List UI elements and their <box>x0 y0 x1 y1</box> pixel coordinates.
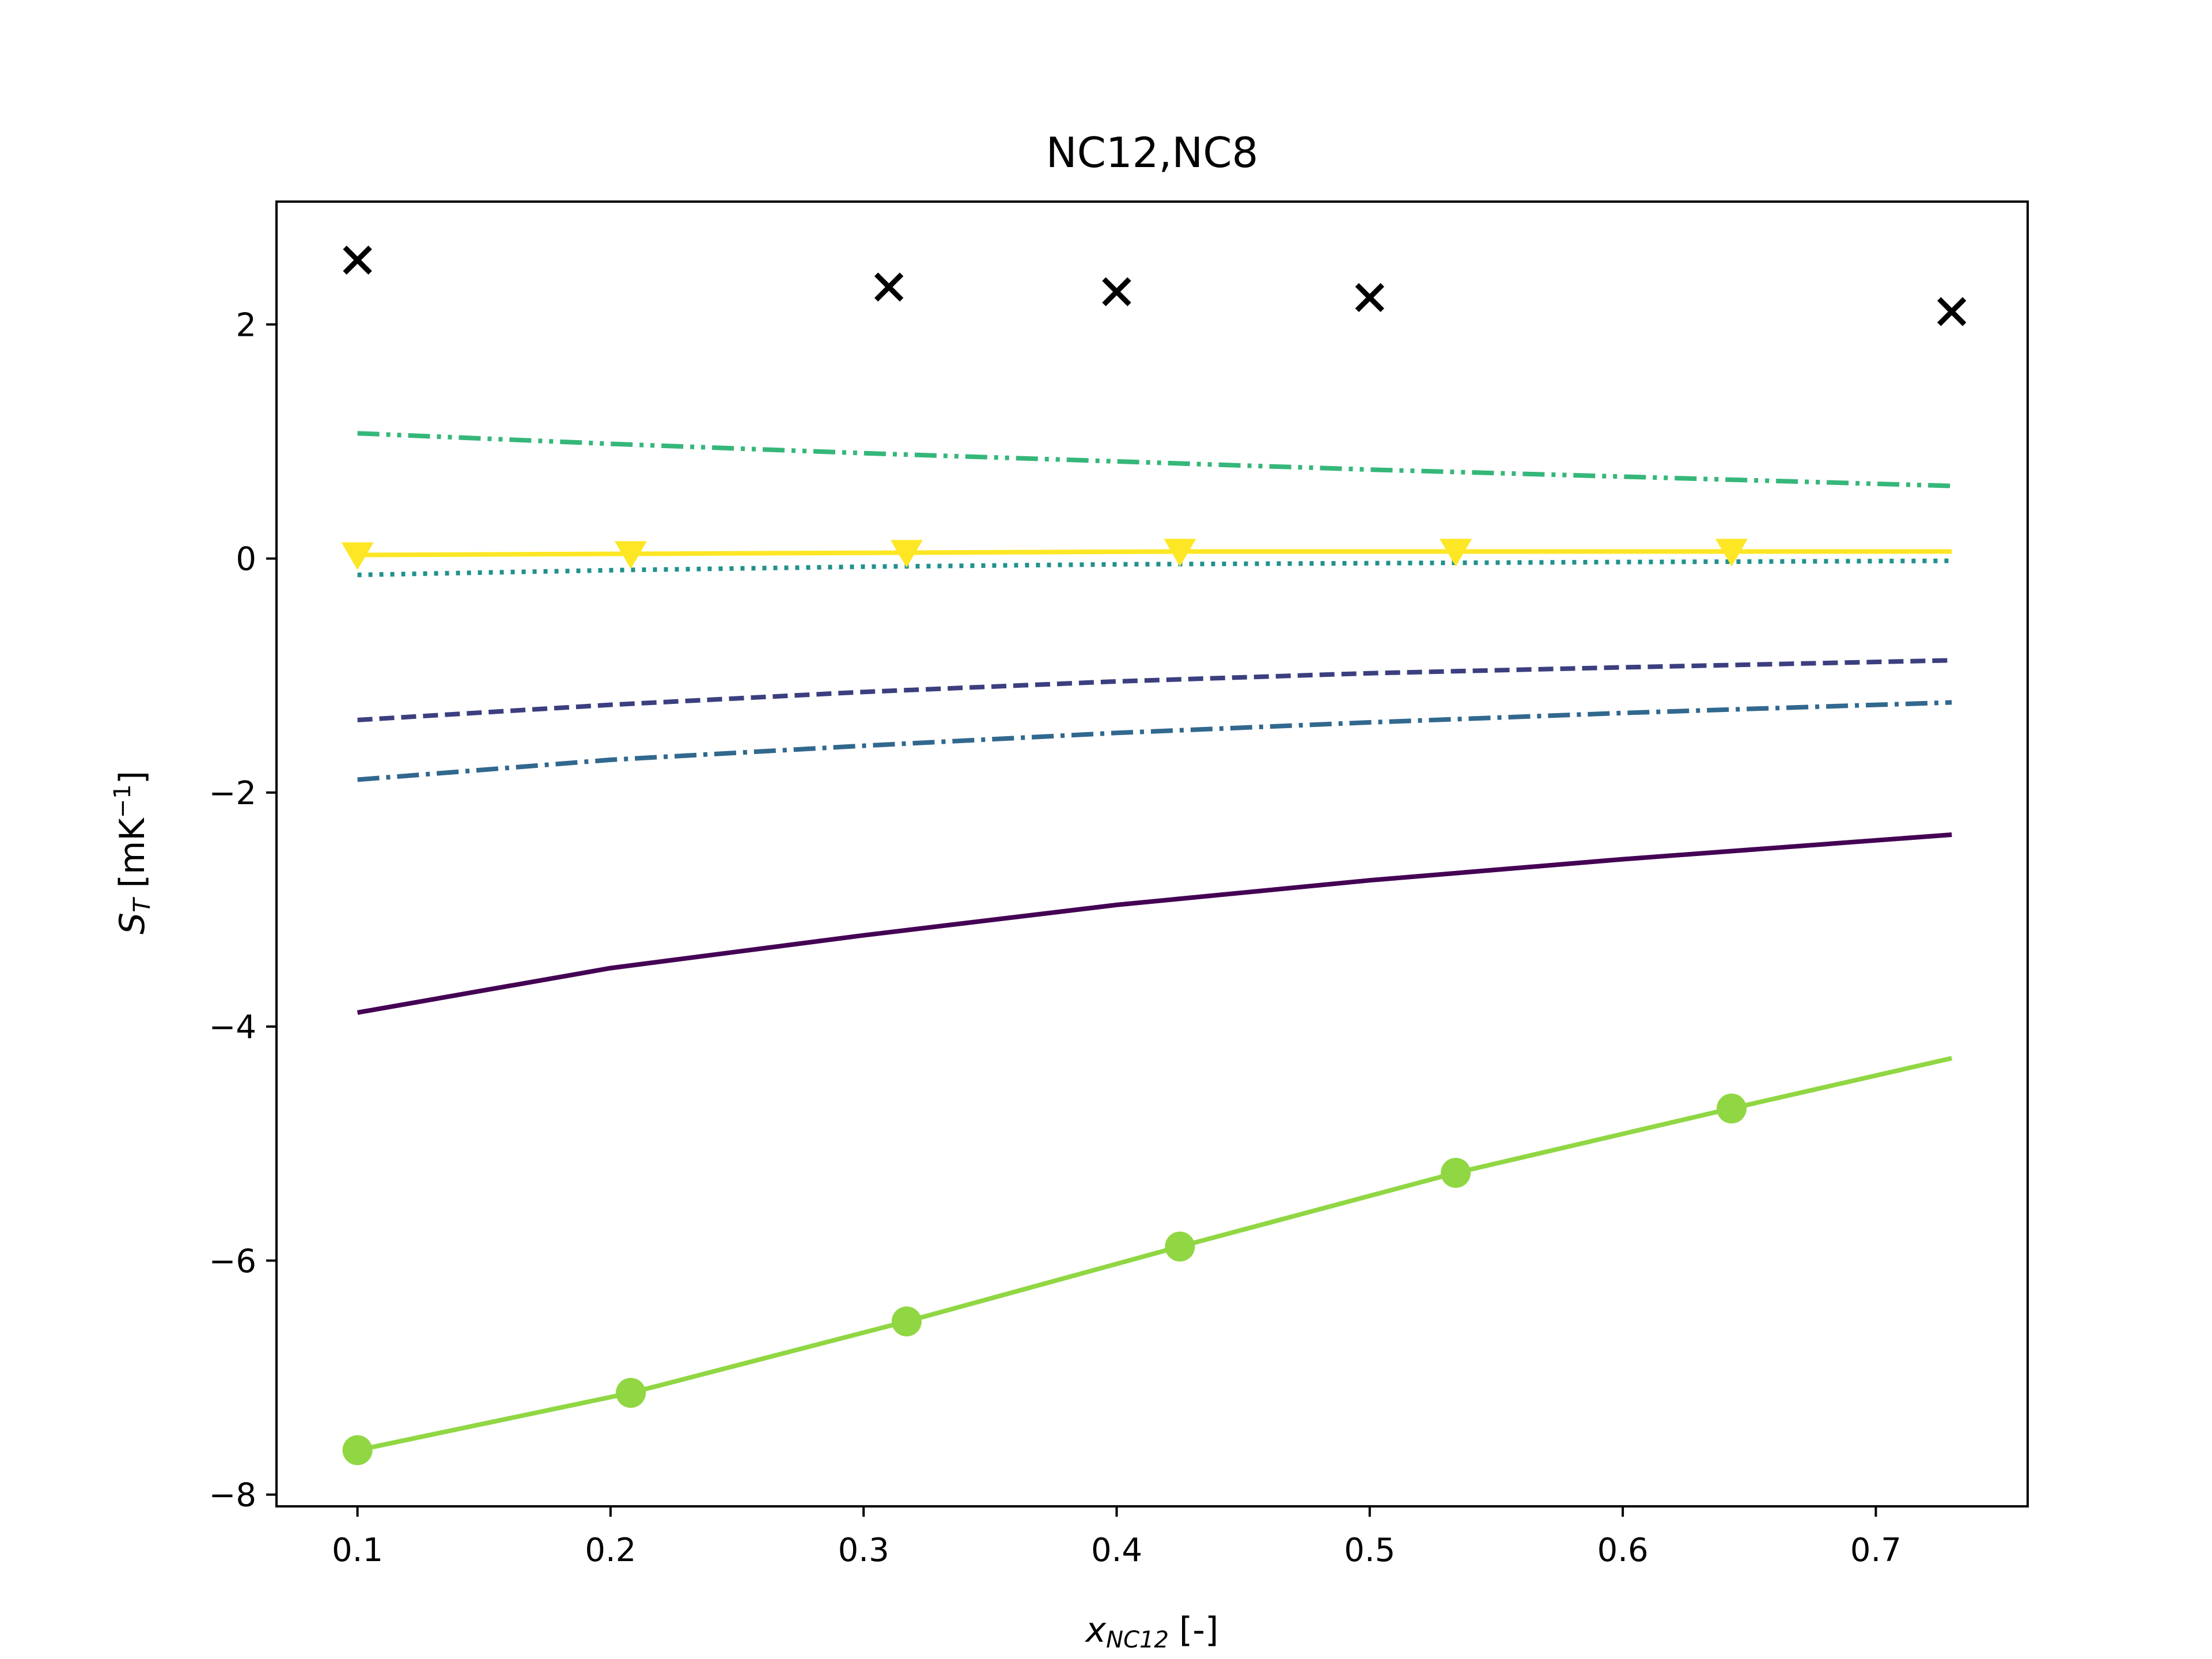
y-tick-label: 2 <box>236 306 256 344</box>
series-0 <box>357 832 1952 1015</box>
x-tick-label: 0.7 <box>1850 1532 1902 1569</box>
chart-title: NC12,NC8 <box>1046 128 1259 177</box>
series-2 <box>357 700 1952 782</box>
data-point <box>1440 539 1472 567</box>
x-tick-label: 0.4 <box>1091 1532 1142 1569</box>
series-5 <box>342 1056 1953 1465</box>
data-point <box>1441 1158 1471 1188</box>
data-point <box>1102 277 1131 306</box>
data-point <box>1937 297 1967 327</box>
data-point <box>890 540 923 568</box>
series-layer <box>341 245 1967 1465</box>
data-point <box>1717 1093 1747 1124</box>
series-1 <box>357 658 1952 722</box>
data-point <box>616 1377 646 1408</box>
data-point <box>1715 539 1748 567</box>
data-point <box>874 272 904 302</box>
x-tick-label: 0.2 <box>585 1532 636 1569</box>
data-point <box>341 542 374 570</box>
x-tick-label: 0.3 <box>838 1532 889 1569</box>
y-ticks: −8 −6 −4 −2 0 2 <box>209 306 276 1514</box>
series-line <box>357 658 1952 722</box>
data-point <box>343 245 372 275</box>
x-axis-title: xNC12 [-] <box>1085 1610 1219 1653</box>
plot-frame <box>275 200 2029 1508</box>
data-point <box>1165 1232 1195 1262</box>
y-tick-label: −4 <box>209 1009 256 1046</box>
y-tick-label: 0 <box>236 541 256 578</box>
data-point <box>615 541 647 569</box>
series-line <box>357 700 1952 782</box>
x-tick-label: 0.1 <box>332 1532 383 1569</box>
series-line <box>357 832 1952 1015</box>
series-3 <box>357 558 1952 577</box>
y-tick-label: −2 <box>209 775 256 812</box>
y-tick-label: −6 <box>209 1243 256 1280</box>
data-point <box>342 1435 373 1465</box>
data-point <box>1355 283 1384 312</box>
series-7 <box>343 245 1967 327</box>
x-tick-label: 0.5 <box>1344 1532 1395 1569</box>
y-axis-title: ST[mK−1] <box>109 771 156 934</box>
data-point <box>1164 539 1196 567</box>
data-point <box>891 1306 922 1337</box>
x-ticks: 0.1 0.2 0.3 0.4 0.5 0.6 0.7 <box>332 1506 1902 1569</box>
y-tick-label: −8 <box>209 1477 256 1514</box>
x-tick-label: 0.6 <box>1597 1532 1649 1569</box>
series-6 <box>341 539 1952 570</box>
series-line <box>357 558 1952 577</box>
